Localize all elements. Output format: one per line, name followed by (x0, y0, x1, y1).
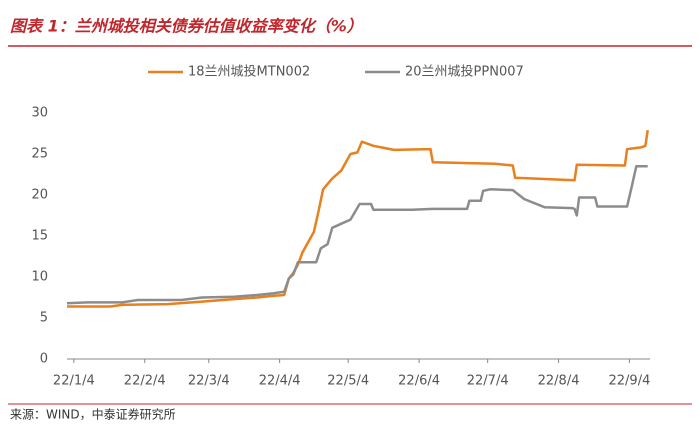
x-tick-label: 22/3/4 (188, 374, 230, 389)
x-tick-label: 22/1/4 (53, 374, 95, 389)
y-tick-label: 10 (31, 270, 48, 285)
series-line (66, 165, 648, 305)
x-tick-label: 22/9/4 (609, 374, 651, 389)
y-tick-label: 0 (40, 352, 48, 367)
x-tick-label: 22/5/4 (327, 374, 369, 389)
y-tick-label: 25 (31, 147, 48, 162)
source: 来源：WIND，中泰证券研究所 (10, 407, 176, 422)
x-tick-label: 22/7/4 (467, 374, 509, 389)
y-tick-label: 30 (31, 106, 48, 121)
x-tick-label: 22/6/4 (398, 374, 440, 389)
legend-label: 20兰州城投PPN007 (405, 64, 524, 80)
series-line (67, 130, 649, 308)
x-tick-label: 22/2/4 (124, 374, 166, 389)
y-tick-label: 5 (40, 311, 48, 326)
chart-title: 图表 1：兰州城投相关债券估值收益率变化（%） (10, 17, 363, 36)
y-tick-label: 15 (31, 229, 48, 244)
legend-label: 18兰州城投MTN002 (188, 64, 310, 80)
x-tick-label: 22/8/4 (538, 374, 580, 389)
y-tick-label: 20 (31, 188, 48, 203)
x-tick-label: 22/4/4 (259, 374, 301, 389)
